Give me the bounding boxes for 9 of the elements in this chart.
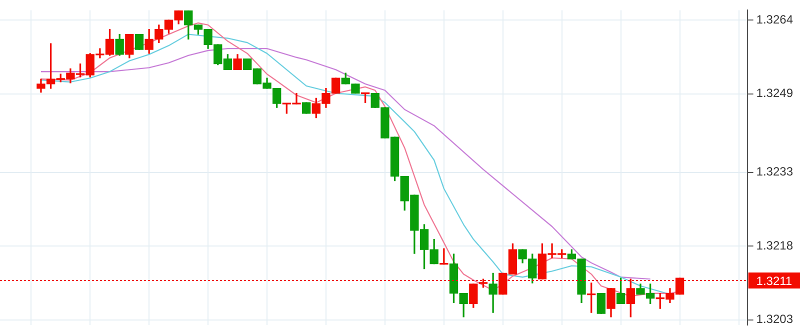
candlestick <box>596 293 606 314</box>
ref-line-label: 1.3211 <box>756 274 792 288</box>
candlestick <box>134 34 144 50</box>
candlestick <box>302 102 311 114</box>
y-tick-label: 1.3264 <box>756 12 794 26</box>
y-tick-label: 1.3249 <box>756 86 794 100</box>
y-tick-label: 1.3218 <box>756 238 794 252</box>
y-tick-label: 1.3203 <box>756 312 794 326</box>
y-tick-label: 1.3233 <box>756 164 794 179</box>
